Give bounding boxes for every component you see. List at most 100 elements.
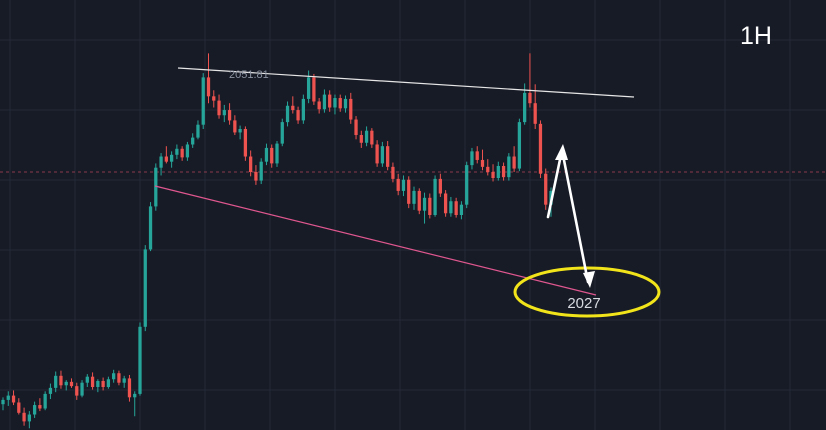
- projection-arrows[interactable]: [546, 144, 595, 288]
- candle-up[interactable]: [259, 161, 263, 181]
- candle-down[interactable]: [354, 119, 358, 136]
- candle-up[interactable]: [48, 387, 53, 394]
- candle-down[interactable]: [243, 129, 248, 157]
- candle-up[interactable]: [306, 77, 311, 99]
- candle-up[interactable]: [112, 373, 116, 380]
- candle-down[interactable]: [454, 201, 458, 215]
- candle-up[interactable]: [159, 156, 163, 168]
- candle-down[interactable]: [317, 101, 321, 110]
- candle-down[interactable]: [180, 148, 184, 158]
- candle-down[interactable]: [227, 110, 232, 121]
- candle-up[interactable]: [43, 393, 47, 409]
- candle-up[interactable]: [380, 146, 385, 164]
- candle-up[interactable]: [238, 129, 242, 133]
- candle-up[interactable]: [433, 178, 437, 215]
- candle-up[interactable]: [175, 148, 179, 155]
- candle-up[interactable]: [343, 98, 348, 109]
- candle-down[interactable]: [428, 197, 432, 215]
- candle-up[interactable]: [496, 165, 500, 179]
- candle-down[interactable]: [338, 98, 342, 109]
- candle-up[interactable]: [64, 381, 68, 386]
- candle-up[interactable]: [322, 94, 327, 110]
- candle-down[interactable]: [291, 105, 295, 111]
- candle-up[interactable]: [138, 326, 142, 394]
- candle-up[interactable]: [122, 378, 126, 383]
- candle-down[interactable]: [501, 165, 506, 178]
- candle-up[interactable]: [32, 405, 37, 415]
- candle-down[interactable]: [486, 166, 490, 172]
- candle-down[interactable]: [386, 146, 390, 167]
- candle-down[interactable]: [533, 103, 537, 124]
- candle-down[interactable]: [217, 100, 221, 116]
- candle-down[interactable]: [75, 386, 79, 396]
- candle-up[interactable]: [191, 137, 195, 145]
- candle-down[interactable]: [90, 376, 95, 387]
- candle-down[interactable]: [17, 402, 21, 413]
- candle-up[interactable]: [301, 98, 305, 121]
- candle-down[interactable]: [296, 110, 300, 121]
- candle-down[interactable]: [349, 98, 353, 120]
- candle-up[interactable]: [470, 151, 474, 166]
- candle-down[interactable]: [391, 166, 395, 179]
- candle-up[interactable]: [6, 395, 10, 400]
- candle-up[interactable]: [185, 144, 190, 158]
- candle-down[interactable]: [249, 156, 253, 172]
- candle-up[interactable]: [54, 375, 58, 388]
- candle-down[interactable]: [375, 144, 379, 164]
- candle-down[interactable]: [206, 77, 211, 97]
- candle-down[interactable]: [38, 405, 42, 409]
- candle-down[interactable]: [69, 381, 74, 387]
- candle-down[interactable]: [312, 77, 316, 102]
- candle-down[interactable]: [491, 172, 495, 179]
- candle-up[interactable]: [364, 130, 369, 143]
- candle-up[interactable]: [1, 399, 5, 405]
- candle-down[interactable]: [438, 178, 442, 194]
- candle-down[interactable]: [359, 135, 363, 143]
- candle-down[interactable]: [512, 156, 516, 169]
- candle-down[interactable]: [212, 96, 216, 101]
- candle-down[interactable]: [528, 92, 532, 104]
- candle-up[interactable]: [333, 98, 337, 108]
- candle-up[interactable]: [222, 110, 226, 116]
- candle-up[interactable]: [422, 197, 427, 211]
- candle-up[interactable]: [27, 414, 31, 422]
- candle-down[interactable]: [164, 156, 168, 162]
- candle-up[interactable]: [275, 143, 279, 164]
- candle-down[interactable]: [270, 147, 274, 164]
- candle-up[interactable]: [264, 147, 269, 162]
- candle-up[interactable]: [201, 77, 205, 125]
- candle-down[interactable]: [538, 123, 543, 174]
- candle-down[interactable]: [59, 375, 63, 386]
- candle-down[interactable]: [480, 159, 485, 167]
- candle-up[interactable]: [143, 249, 147, 327]
- candle-up[interactable]: [285, 105, 290, 123]
- candle-up[interactable]: [517, 122, 522, 169]
- candle-down[interactable]: [101, 380, 105, 387]
- candle-down[interactable]: [328, 94, 332, 108]
- resistance-trendline[interactable]: [177, 67, 635, 98]
- candle-up[interactable]: [196, 124, 200, 138]
- candle-up[interactable]: [280, 122, 284, 144]
- candle-down[interactable]: [417, 190, 421, 211]
- candle-down[interactable]: [544, 173, 548, 205]
- candle-up[interactable]: [459, 204, 464, 215]
- candle-up[interactable]: [85, 376, 89, 383]
- candle-down[interactable]: [233, 120, 237, 133]
- support-trendline[interactable]: [154, 185, 597, 296]
- candle-up[interactable]: [412, 190, 416, 204]
- target-ellipse[interactable]: [513, 266, 661, 318]
- candle-down[interactable]: [117, 373, 121, 383]
- candle-up[interactable]: [133, 393, 137, 398]
- candle-up[interactable]: [169, 154, 174, 162]
- candle-up[interactable]: [96, 380, 100, 387]
- candle-down[interactable]: [11, 395, 16, 403]
- candle-down[interactable]: [127, 378, 132, 398]
- candle-down[interactable]: [370, 130, 374, 145]
- candle-up[interactable]: [401, 179, 406, 191]
- candle-down[interactable]: [475, 151, 479, 160]
- candle-down[interactable]: [396, 178, 400, 191]
- candle-up[interactable]: [148, 206, 153, 250]
- candle-down[interactable]: [407, 179, 411, 204]
- candle-up[interactable]: [465, 165, 469, 205]
- candle-up[interactable]: [507, 156, 511, 178]
